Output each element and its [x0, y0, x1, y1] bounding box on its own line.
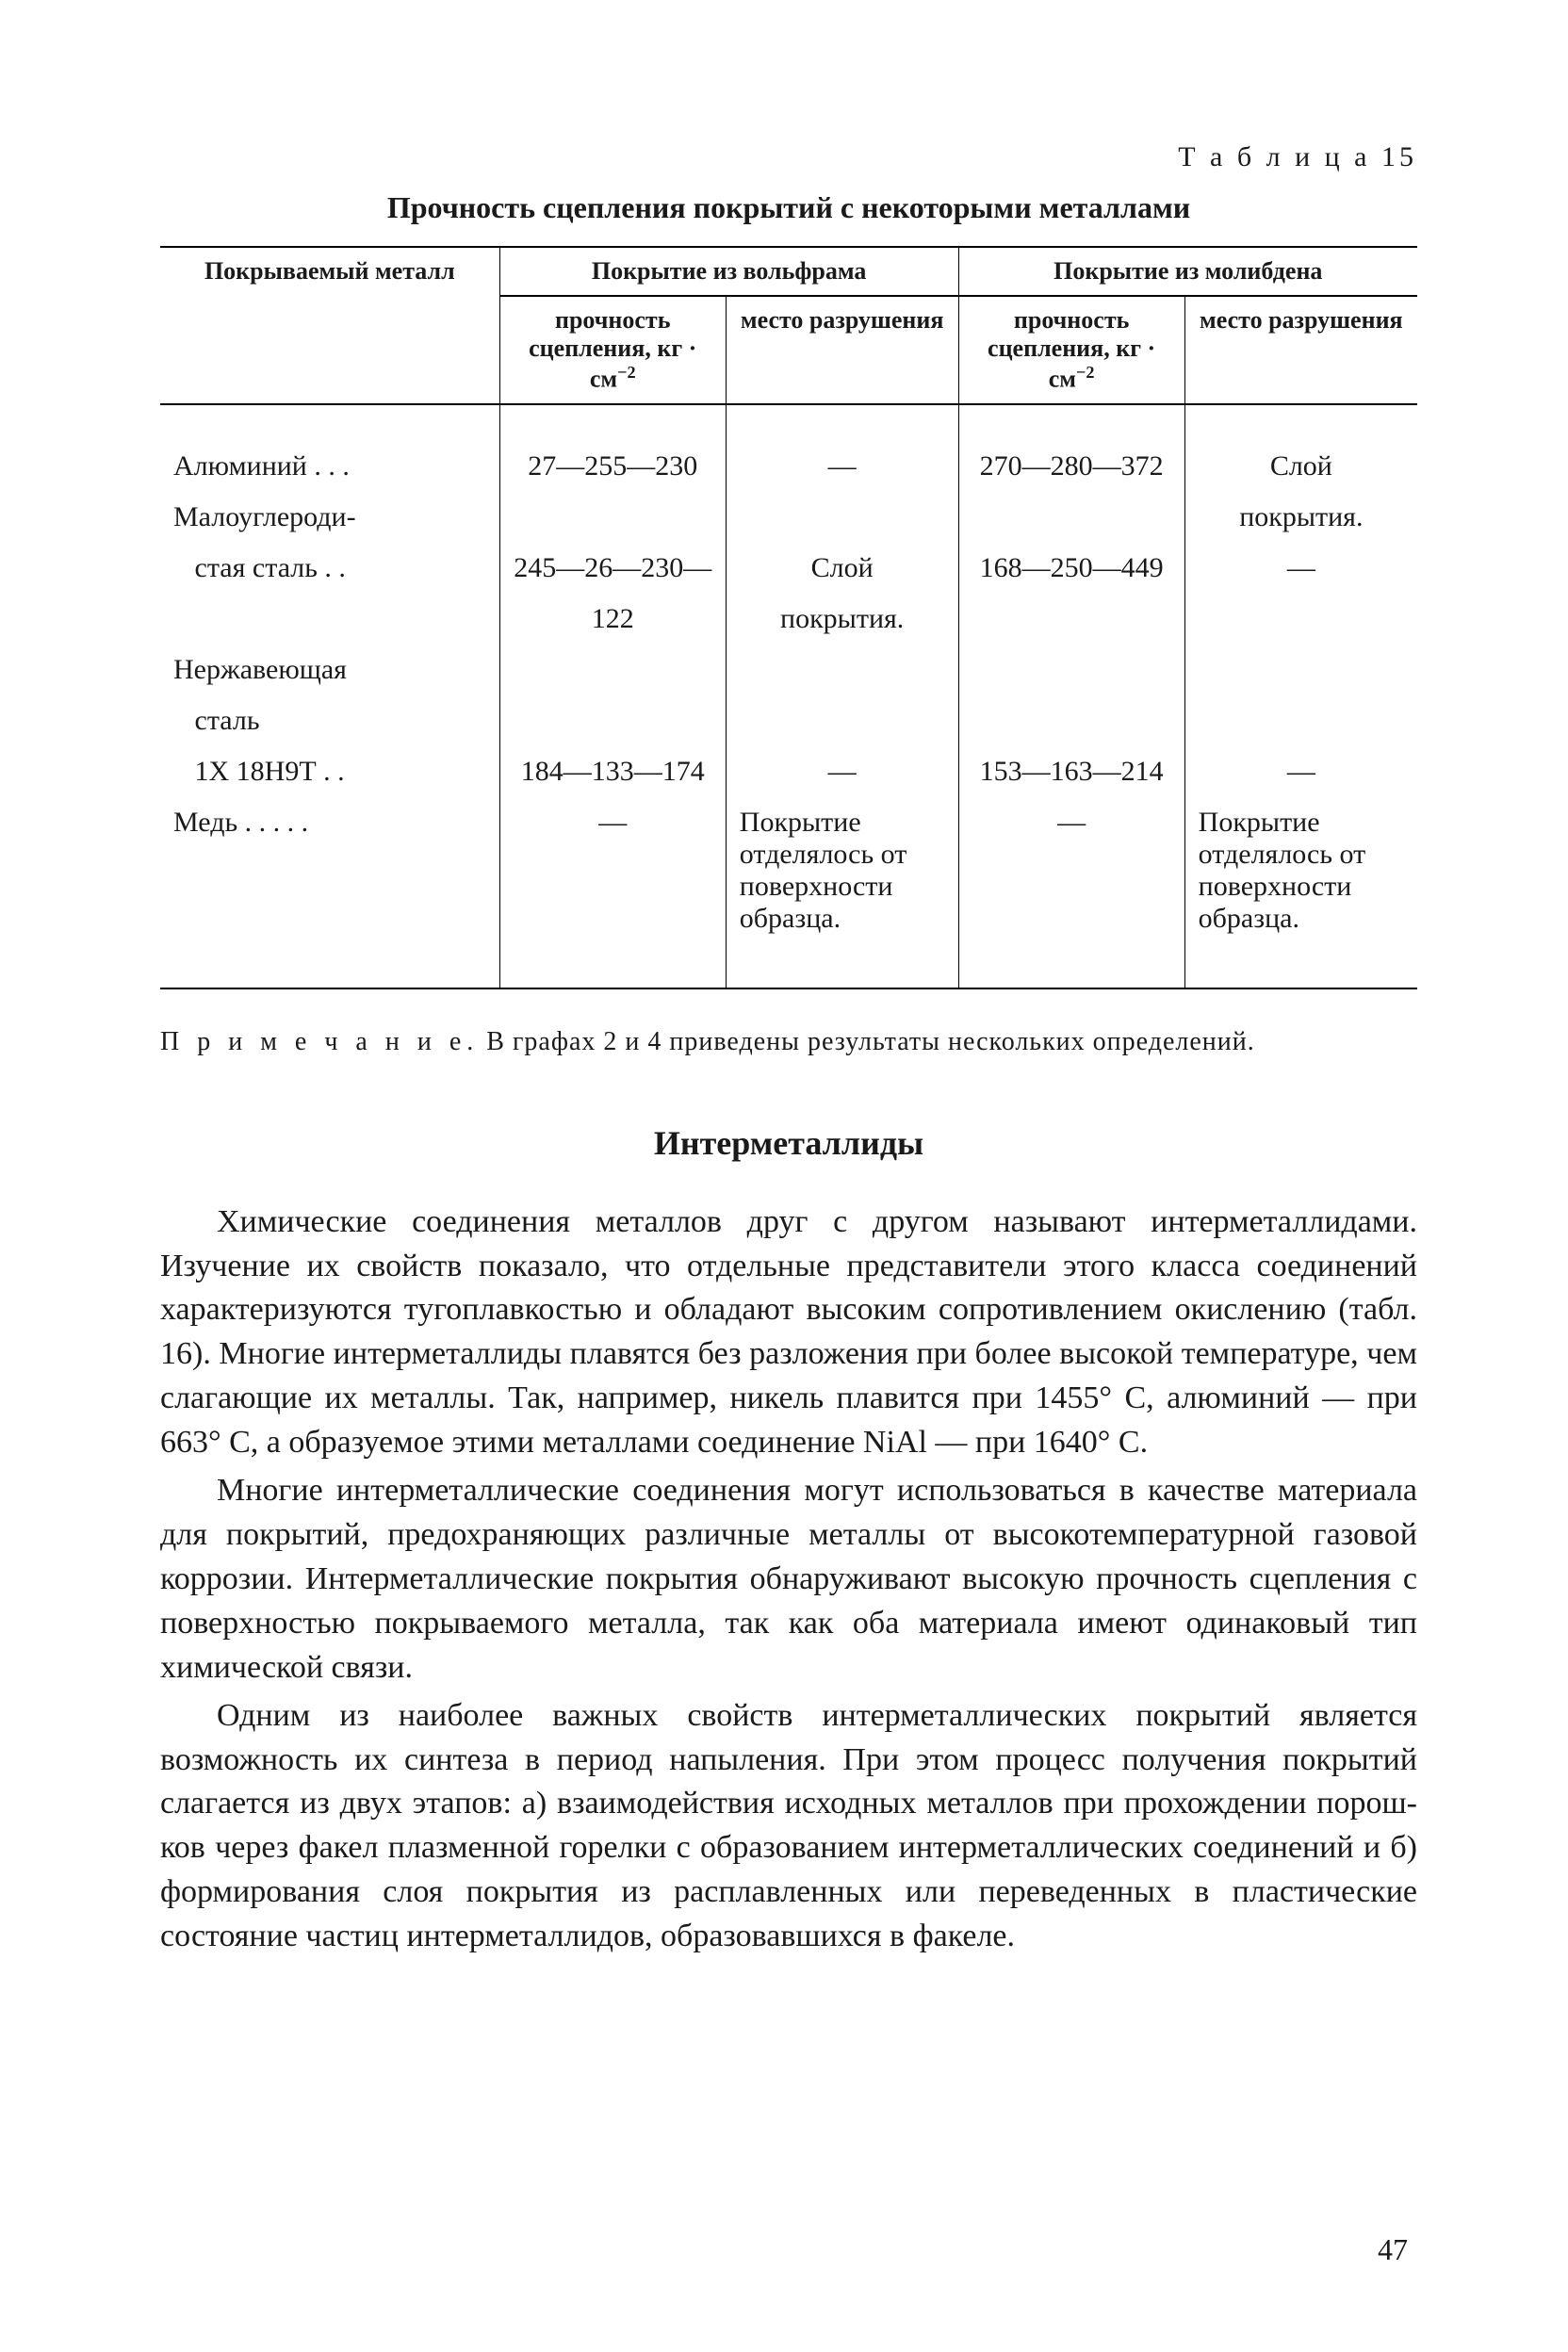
table-row: Алюминий . . . 27—255—230 — 270—280—372 … — [160, 441, 1417, 492]
cell-metal: Алюминий . . . — [160, 441, 499, 492]
cell-mo-loc: — — [1184, 543, 1417, 594]
cell-mo-loc: Покрытие отделялось от поверх­ности обра… — [1184, 797, 1417, 944]
cell-mo-str — [958, 594, 1184, 645]
th-molybdenum: Покрытие из молибдена — [958, 247, 1417, 296]
cell-mo-loc: — — [1184, 746, 1417, 797]
table-row: Медь . . . . . — Покрытие отделялось от … — [160, 797, 1417, 944]
cell-mo-str: 153—163—214 — [958, 746, 1184, 797]
cell-mo-loc — [1184, 594, 1417, 645]
cell-metal: сталь — [160, 695, 499, 746]
section-heading: Интерметаллиды — [160, 1123, 1417, 1163]
page-number: 47 — [1378, 2232, 1408, 2267]
page: Т а б л и ц а 15 Прочность сцепления пок… — [0, 0, 1568, 2352]
table-note: П р и м е ч а н и е. В графах 2 и 4 прив… — [160, 1027, 1417, 1057]
th-w-strength: прочность сцепления, кг · см−2 — [499, 296, 726, 404]
table-row: 122 покрытия. — [160, 594, 1417, 645]
cell-mo-loc: покрытия. — [1184, 492, 1417, 543]
cell-mo-str: — — [958, 797, 1184, 944]
body-paragraph: Химические соединения металлов друг с др… — [160, 1200, 1417, 1465]
cell-mo-str: 270—280—372 — [958, 441, 1184, 492]
cell-w-loc: Слой — [726, 543, 958, 594]
table-number: Т а б л и ц а 15 — [160, 141, 1417, 173]
note-label: П р и м е ч а н и е. — [160, 1027, 479, 1056]
th-tungsten: Покрытие из вольфрама — [499, 247, 958, 296]
cell-mo-str: 168—250—449 — [958, 543, 1184, 594]
cell-w-str — [499, 492, 726, 543]
cell-w-loc: Покрытие отделялось от поверх­ности обра… — [726, 797, 958, 944]
body-paragraph: Многие интерметаллические соединения мог… — [160, 1469, 1417, 1690]
table-row: сталь — [160, 695, 1417, 746]
cell-w-loc — [726, 492, 958, 543]
table-caption: Прочность сцепления покрытий с некоторым… — [160, 190, 1417, 225]
adhesion-table: Покрываемый металл Покрытие из вольфрама… — [160, 246, 1417, 989]
table-row: Малоуглероди- покрытия. — [160, 492, 1417, 543]
th-mo-failure: место разрушения — [1184, 296, 1417, 404]
cell-w-loc: покрытия. — [726, 594, 958, 645]
cell-w-loc: — — [726, 441, 958, 492]
cell-w-loc: — — [726, 746, 958, 797]
cell-metal: 1Х 18Н9Т . . — [160, 746, 499, 797]
th-metal: Покрываемый металл — [160, 247, 499, 404]
cell-mo-loc: Слой — [1184, 441, 1417, 492]
cell-w-str: 27—255—230 — [499, 441, 726, 492]
table-row: стая сталь . . 245—26—230— Слой 168—250—… — [160, 543, 1417, 594]
body-paragraph: Одним из наиболее важных свойств интерме… — [160, 1694, 1417, 1959]
note-text: В графах 2 и 4 приведены результаты неск… — [479, 1027, 1254, 1056]
cell-w-str: 184—133—174 — [499, 746, 726, 797]
cell-w-str: 245—26—230— — [499, 543, 726, 594]
cell-metal — [160, 594, 499, 645]
cell-mo-str — [958, 492, 1184, 543]
cell-metal: Медь . . . . . — [160, 797, 499, 944]
table-row: Нержавеющая — [160, 645, 1417, 695]
cell-w-str: 122 — [499, 594, 726, 645]
th-mo-strength: прочность сцепления, кг · см−2 — [958, 296, 1184, 404]
cell-metal: Малоуглероди- — [160, 492, 499, 543]
cell-metal: Нержавеющая — [160, 645, 499, 695]
cell-metal: стая сталь . . — [160, 543, 499, 594]
cell-w-str: — — [499, 797, 726, 944]
th-w-failure: место разрушения — [726, 296, 958, 404]
table-row: 1Х 18Н9Т . . 184—133—174 — 153—163—214 — — [160, 746, 1417, 797]
